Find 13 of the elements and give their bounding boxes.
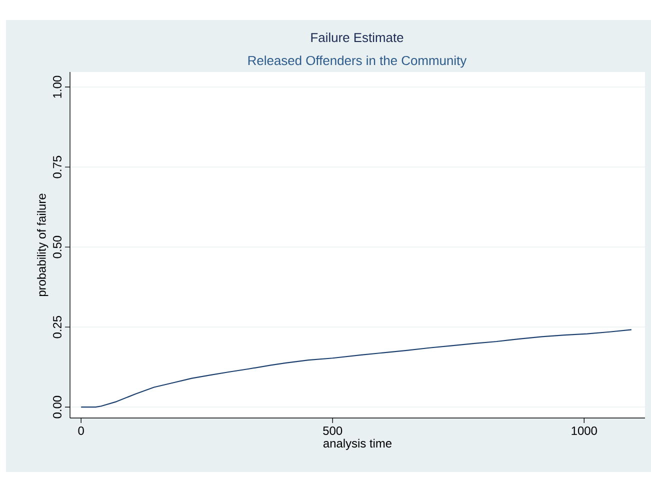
chart-title: Failure Estimate — [311, 32, 404, 42]
x-tick-label: 1000 — [572, 426, 597, 435]
chart-subtitle: Released Offenders in the Community — [248, 56, 467, 68]
y-axis-title: probability of failure — [37, 194, 48, 296]
x-tick-label: 0 — [78, 426, 84, 435]
x-axis-title: analysis time — [323, 438, 392, 450]
x-tick-label: 500 — [323, 426, 342, 435]
y-tick-label: 0.75 — [53, 156, 62, 178]
line-series — [80, 329, 632, 408]
y-tick-label: 1.00 — [53, 76, 62, 98]
y-tick-label: 0.50 — [53, 236, 62, 258]
y-tick-label: 0.25 — [53, 316, 62, 338]
y-tick-label: 0.00 — [53, 396, 62, 418]
